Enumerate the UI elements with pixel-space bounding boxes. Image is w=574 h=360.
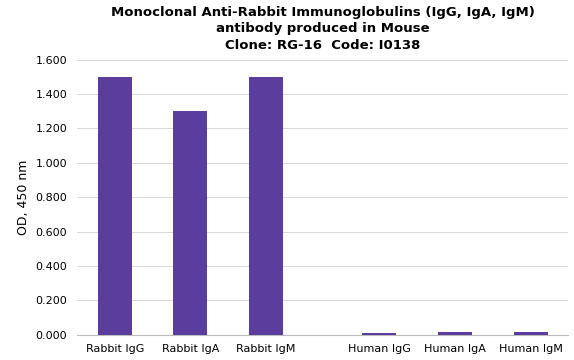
Bar <box>249 77 283 335</box>
Y-axis label: OD, 450 nm: OD, 450 nm <box>17 159 30 235</box>
Bar <box>173 111 207 335</box>
Bar <box>438 332 472 335</box>
Bar <box>362 333 397 335</box>
Bar <box>514 332 548 335</box>
Bar <box>98 77 132 335</box>
Title: Monoclonal Anti-Rabbit Immunoglobulins (IgG, IgA, IgM)
antibody produced in Mous: Monoclonal Anti-Rabbit Immunoglobulins (… <box>111 5 535 51</box>
